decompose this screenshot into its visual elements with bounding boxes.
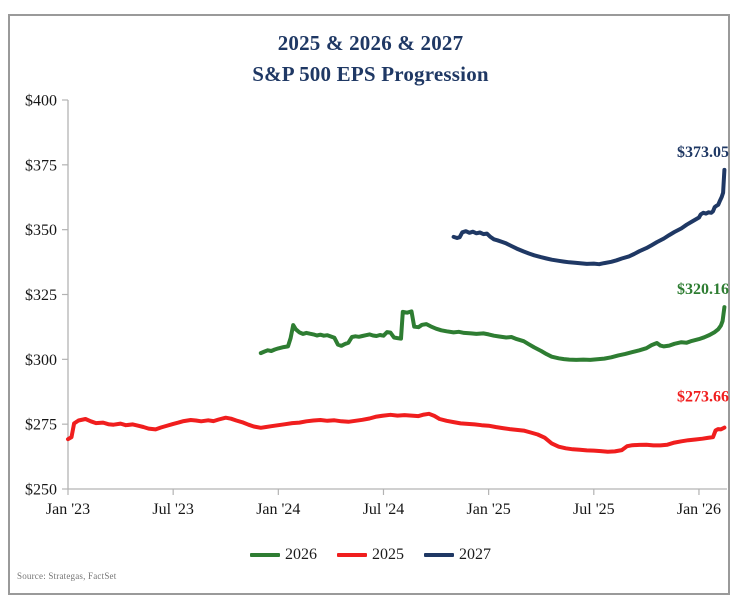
x-tick-label: Jan '26 (677, 501, 721, 518)
legend-swatch-2026 (250, 553, 280, 557)
series-line-2025 (66, 411, 727, 454)
y-tick-label: $325 (25, 287, 57, 304)
y-tick-label: $375 (25, 157, 57, 174)
legend-label-2027: 2027 (459, 546, 491, 563)
x-tick-label: Jul '25 (573, 501, 615, 518)
x-tick-label: Jul '24 (363, 501, 405, 518)
series-end-label-2026: $320.16 (677, 281, 729, 298)
y-tick-label: $275 (25, 417, 57, 434)
x-tick-label: Jan '25 (467, 501, 511, 518)
chart-title-line-2: S&P 500 EPS Progression (252, 62, 489, 86)
legend-item-2025: 2025 (337, 546, 404, 564)
legend-label-2025: 2025 (372, 546, 404, 563)
x-tick-label: Jan '24 (256, 501, 300, 518)
chart-title-line-1: 2025 & 2026 & 2027 (277, 31, 464, 55)
y-tick-label: $400 (25, 93, 57, 110)
chart-title: 2025 & 2026 & 2027 S&P 500 EPS Progressi… (0, 28, 741, 90)
legend-swatch-2027 (424, 553, 454, 557)
series-line-2026 (258, 305, 727, 362)
y-tick-label: $350 (25, 222, 57, 239)
series-end-label-2027: $373.05 (677, 144, 729, 161)
series-end-label-2025: $273.66 (677, 389, 729, 406)
legend-item-2027: 2027 (424, 546, 491, 564)
y-tick-label: $300 (25, 352, 57, 369)
chart-frame (8, 14, 730, 595)
legend: 2026 2025 2027 (0, 546, 741, 564)
legend-swatch-2025 (337, 553, 367, 557)
source-note: Source: Strategas, FactSet (17, 571, 117, 581)
y-tick-label: $250 (25, 482, 57, 499)
x-tick-label: Jan '23 (46, 501, 90, 518)
x-tick-label: Jul '23 (152, 501, 194, 518)
legend-label-2026: 2026 (285, 546, 317, 563)
legend-item-2026: 2026 (250, 546, 317, 564)
series-line-2027 (451, 167, 727, 267)
